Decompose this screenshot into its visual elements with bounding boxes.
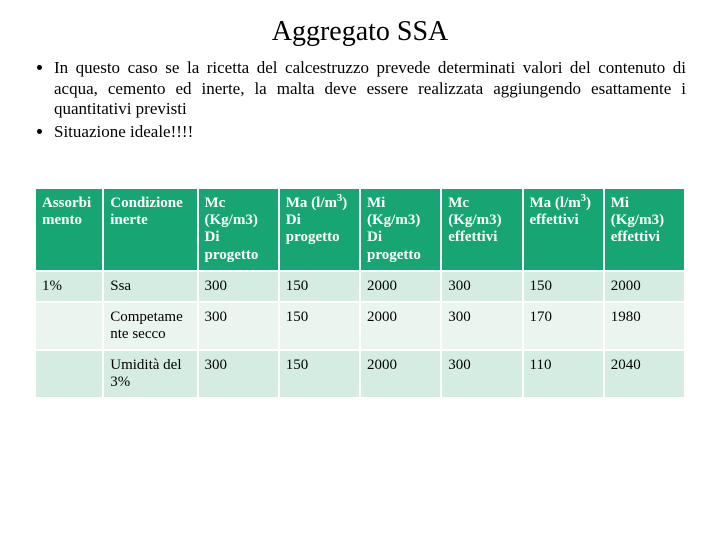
table-cell: 300	[441, 271, 522, 302]
table-header-cell: Mi (Kg/m3) effettivi	[604, 188, 685, 271]
slide-page: Aggregato SSA In questo caso se la ricet…	[0, 0, 720, 540]
table-cell: 150	[279, 302, 360, 350]
table-row: Competame nte secco 300 150 2000 300 170…	[35, 302, 685, 350]
table-header-cell: Mi (Kg/m3) Di progetto	[360, 188, 441, 271]
table-cell: 150	[279, 271, 360, 302]
table-cell: Umidità del 3%	[103, 350, 197, 398]
table-cell: 2040	[604, 350, 685, 398]
table-cell: 300	[198, 350, 279, 398]
table-row: 1% Ssa 300 150 2000 300 150 2000	[35, 271, 685, 302]
table-cell: 300	[441, 350, 522, 398]
page-title: Aggregato SSA	[34, 16, 686, 48]
table-cell: 110	[523, 350, 604, 398]
table-header-cell: Mc (Kg/m3) Di progetto	[198, 188, 279, 271]
table-cell: 2000	[360, 302, 441, 350]
table-cell: 1%	[35, 271, 103, 302]
table-cell: 150	[279, 350, 360, 398]
bullet-item: Situazione ideale!!!!	[54, 122, 686, 143]
table-header-cell: Condizione inerte	[103, 188, 197, 271]
bullet-item: In questo caso se la ricetta del calcest…	[54, 58, 686, 120]
table-cell: 1980	[604, 302, 685, 350]
table-header-cell: Mc (Kg/m3) effettivi	[441, 188, 522, 271]
table-cell: Competame nte secco	[103, 302, 197, 350]
table-cell: 2000	[604, 271, 685, 302]
table-header-cell: Ma (l/m3) Di progetto	[279, 188, 360, 271]
table-cell: 2000	[360, 350, 441, 398]
table-cell: 170	[523, 302, 604, 350]
table-cell: 2000	[360, 271, 441, 302]
table-header-row: Assorbi mento Condizione inerte Mc (Kg/m…	[35, 188, 685, 271]
data-table: Assorbi mento Condizione inerte Mc (Kg/m…	[34, 187, 686, 399]
table-cell: Ssa	[103, 271, 197, 302]
table-cell: 300	[198, 271, 279, 302]
table-cell	[35, 350, 103, 398]
table-cell	[35, 302, 103, 350]
table-row: Umidità del 3% 300 150 2000 300 110 2040	[35, 350, 685, 398]
table-cell: 300	[198, 302, 279, 350]
table-header-cell: Ma (l/m3) effettivi	[523, 188, 604, 271]
table-header-cell: Assorbi mento	[35, 188, 103, 271]
table-cell: 300	[441, 302, 522, 350]
table-cell: 150	[523, 271, 604, 302]
bullet-list: In questo caso se la ricetta del calcest…	[34, 58, 686, 143]
